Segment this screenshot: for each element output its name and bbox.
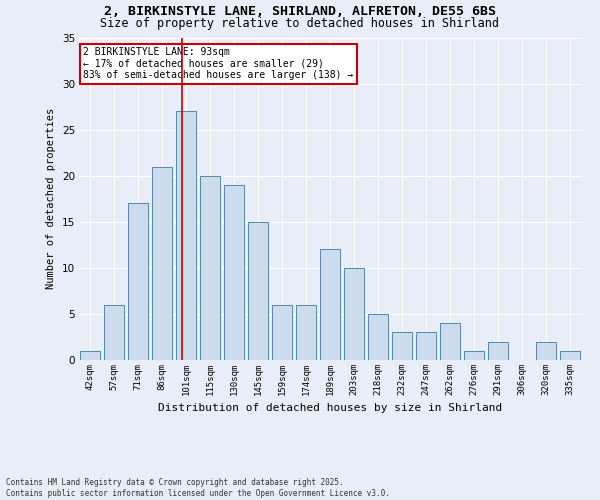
Bar	[272, 304, 292, 360]
Bar	[488, 342, 508, 360]
Bar	[224, 185, 244, 360]
Bar	[320, 250, 340, 360]
Bar	[416, 332, 436, 360]
Bar	[536, 342, 556, 360]
X-axis label: Distribution of detached houses by size in Shirland: Distribution of detached houses by size …	[158, 404, 502, 413]
Bar	[344, 268, 364, 360]
Bar	[440, 323, 460, 360]
Bar	[128, 204, 148, 360]
Y-axis label: Number of detached properties: Number of detached properties	[46, 108, 56, 290]
Bar	[200, 176, 220, 360]
Bar	[248, 222, 268, 360]
Bar	[80, 351, 100, 360]
Bar	[368, 314, 388, 360]
Bar	[392, 332, 412, 360]
Bar	[176, 111, 196, 360]
Bar	[560, 351, 580, 360]
Text: Size of property relative to detached houses in Shirland: Size of property relative to detached ho…	[101, 18, 499, 30]
Text: 2 BIRKINSTYLE LANE: 93sqm
← 17% of detached houses are smaller (29)
83% of semi-: 2 BIRKINSTYLE LANE: 93sqm ← 17% of detac…	[83, 47, 353, 80]
Text: Contains HM Land Registry data © Crown copyright and database right 2025.
Contai: Contains HM Land Registry data © Crown c…	[6, 478, 390, 498]
Bar	[152, 166, 172, 360]
Bar	[104, 304, 124, 360]
Bar	[296, 304, 316, 360]
Bar	[464, 351, 484, 360]
Text: 2, BIRKINSTYLE LANE, SHIRLAND, ALFRETON, DE55 6BS: 2, BIRKINSTYLE LANE, SHIRLAND, ALFRETON,…	[104, 5, 496, 18]
